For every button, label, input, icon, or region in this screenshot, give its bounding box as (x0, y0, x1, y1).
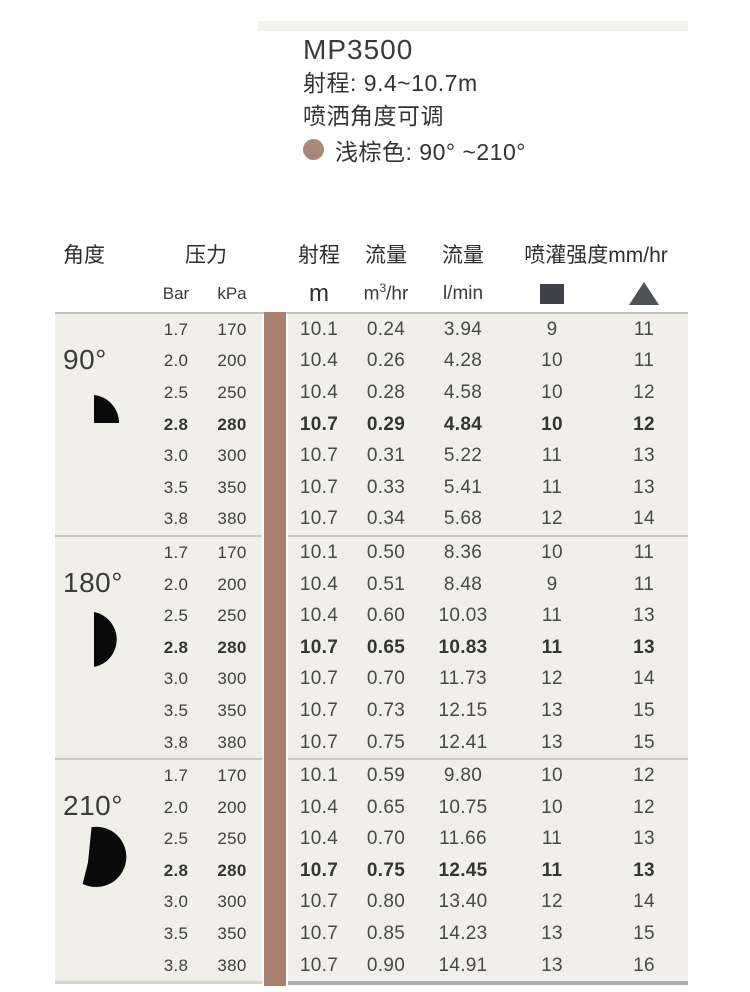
triangle-marker-icon (600, 282, 688, 305)
table-row: 3.8 380 10.7 0.75 12.41 13 15 (163, 731, 655, 753)
table-header: 角度 压力 射程 流量 流量 喷灌强度mm/hr Bar kPa m m3/hr… (55, 233, 688, 314)
square-marker-icon (504, 283, 600, 304)
table-row: 2.0 200 10.4 0.65 10.75 10 12 (163, 796, 655, 818)
brown-dot-icon (303, 139, 324, 160)
header-unit-m3hr: m3/hr (363, 281, 409, 305)
header-intensity: 喷灌强度mm/hr (524, 244, 668, 267)
table-row: 3.5 350 10.7 0.73 12.15 13 15 (163, 699, 655, 721)
table-row: 3.5 350 10.7 0.85 14.23 13 15 (163, 923, 655, 945)
table-row: 1.7 170 10.1 0.59 9.80 10 12 (163, 765, 655, 787)
table-row: 2.5 250 10.4 0.70 11.66 11 13 (163, 828, 655, 850)
table-row: 3.8 380 10.7 0.34 5.68 12 14 (163, 508, 655, 530)
brown-divider-bar (264, 312, 286, 987)
table-bottom-border-right (288, 981, 688, 986)
table-row: 3.5 350 10.7 0.33 5.41 11 13 (163, 476, 655, 498)
product-adjustable: 喷洒角度可调 (303, 103, 444, 129)
sector-90-icon (93, 392, 119, 423)
header-unit-lmin: l/min (442, 282, 484, 304)
product-model: MP3500 (303, 34, 414, 65)
top-strip (258, 21, 688, 31)
product-range: 射程: 9.4~10.7m (303, 70, 478, 96)
table-row: 3.0 300 10.7 0.70 11.73 12 14 (163, 668, 655, 690)
header-range: 射程 (298, 244, 340, 267)
table-row: 1.7 170 10.1 0.24 3.94 9 11 (163, 318, 655, 340)
header-pressure: 压力 (185, 244, 227, 267)
angle-label-180: 180° (63, 567, 123, 599)
table-bottom-border-left (55, 981, 262, 985)
angle-label-90: 90° (63, 344, 107, 375)
table-row: 3.0 300 10.7 0.31 5.22 11 13 (163, 445, 655, 467)
sector-180-icon (93, 611, 117, 668)
sector-210-icon (80, 823, 127, 895)
table-row-recommended: 2.8 280 10.7 0.29 4.84 10 12 (163, 413, 655, 435)
table-row-recommended: 2.8 280 10.7 0.75 12.45 11 13 (163, 859, 655, 881)
angle-label-210: 210° (63, 790, 123, 822)
group-180: 180° 1.7 170 10.1 0.50 8.36 10 11 2.0 200 10.4 0.… (55, 535, 688, 758)
header-unit-bar: Bar (162, 283, 190, 303)
group-210: 210° 1.7 170 10.1 0.59 9.80 10 12 2.0 200 10.4 0.… (55, 758, 688, 981)
header-angle: 角度 (63, 244, 105, 267)
header-unit-kpa: kPa (217, 283, 247, 303)
header-flow-m3hr: 流量 (365, 244, 407, 267)
spec-table: 角度 压力 射程 流量 流量 喷灌强度mm/hr Bar kPa m m3/hr… (55, 233, 688, 987)
header-unit-m: m (309, 279, 329, 307)
group-90: 90° 1.7 170 10.1 0.24 3.94 9 11 2.0 200 10.4 0.26… (55, 314, 688, 535)
table-row: 3.8 380 10.7 0.90 14.91 13 16 (163, 954, 655, 976)
table-row: 3.0 300 10.7 0.80 13.40 12 14 (163, 891, 655, 913)
color-legend-text: 浅棕色: 90° ~210° (335, 138, 526, 165)
table-row: 2.5 250 10.4 0.28 4.58 10 12 (163, 381, 655, 403)
table-row: 2.5 250 10.4 0.60 10.03 11 13 (163, 605, 655, 627)
color-legend: 浅棕色: 90° ~210° (303, 133, 526, 166)
table-row: 2.0 200 10.4 0.26 4.28 10 11 (163, 350, 655, 372)
product-header: MP3500 射程: 9.4~10.7m 喷洒角度可调 浅棕色: 90° ~21… (303, 33, 526, 166)
table-row: 2.0 200 10.4 0.51 8.48 9 11 (163, 573, 655, 595)
table-row: 1.7 170 10.1 0.50 8.36 10 11 (163, 541, 655, 563)
header-flow-lmin: 流量 (442, 244, 484, 267)
table-body: 90° 1.7 170 10.1 0.24 3.94 9 11 2.0 200 10.4 0.26… (55, 312, 688, 987)
table-row-recommended: 2.8 280 10.7 0.65 10.83 11 13 (163, 636, 655, 658)
